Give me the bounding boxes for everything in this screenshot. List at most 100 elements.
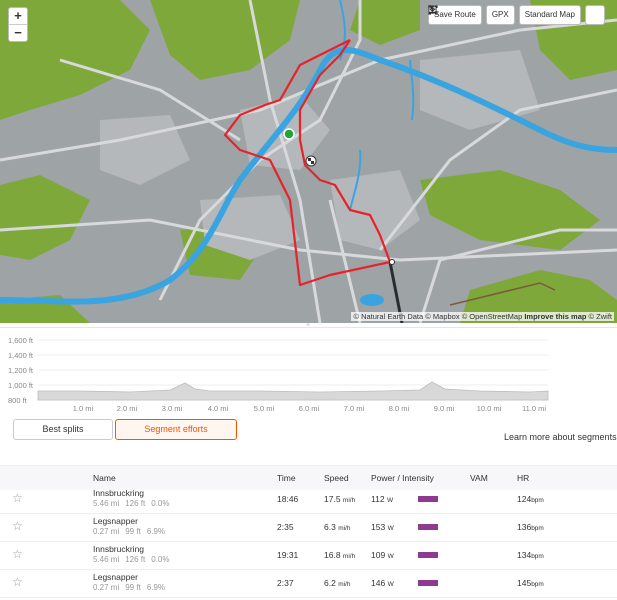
map-style-dropdown[interactable]: Standard Map bbox=[428, 5, 581, 25]
power-unit: W bbox=[387, 581, 394, 588]
x-tick: 2.0 mi bbox=[116, 404, 138, 413]
segment-elevation: 99 ft bbox=[125, 527, 141, 536]
segment-distance: 0.27 mi bbox=[93, 527, 120, 536]
table-row[interactable]: ☆ Legsnapper 0.27 mi 99 ft 6.9% 2:37 6.2 m… bbox=[0, 569, 617, 598]
streams bbox=[339, 0, 415, 211]
map-attribution: © Natural Earth Data © Mapbox © OpenStre… bbox=[351, 312, 614, 321]
x-tick: 7.0 mi bbox=[343, 404, 365, 413]
zoom-out-button[interactable]: − bbox=[14, 25, 22, 40]
segment-name[interactable]: Innsbruckring bbox=[93, 488, 145, 498]
segment-grade: 0.0% bbox=[151, 555, 170, 564]
effort-time: 2:35 bbox=[277, 522, 294, 532]
segment-elevation: 99 ft bbox=[125, 583, 141, 592]
star-icon[interactable]: ☆ bbox=[12, 547, 23, 561]
intensity-bar bbox=[418, 580, 438, 586]
intensity-bar bbox=[418, 496, 438, 502]
effort-hr: 136bpm bbox=[517, 522, 544, 532]
segment-name[interactable]: Legsnapper bbox=[93, 516, 138, 526]
map-toolbar: Save Route GPX Standard Map bbox=[428, 5, 605, 25]
header-speed[interactable]: Speed bbox=[324, 473, 349, 483]
hr-value: 145 bbox=[517, 578, 532, 588]
map-canvas[interactable] bbox=[0, 0, 617, 323]
attrib-osm[interactable]: © OpenStreetMap bbox=[461, 312, 523, 321]
intensity-bar bbox=[418, 524, 438, 530]
intensity-bar bbox=[418, 552, 438, 558]
tab-segment-efforts[interactable]: Segment efforts bbox=[115, 419, 237, 440]
segment-elevation: 126 ft bbox=[125, 499, 146, 508]
resize-handle-icon[interactable]: ≡ bbox=[306, 322, 310, 328]
speed-unit: mi/h bbox=[338, 581, 351, 588]
table-row[interactable]: ☆ Innsbruckring 5.46 mi 126 ft 0.0% 18:46 … bbox=[0, 485, 617, 514]
star-icon[interactable]: ☆ bbox=[12, 491, 23, 505]
effort-power: 109 W bbox=[371, 550, 394, 560]
attrib-natural-earth[interactable]: © Natural Earth Data bbox=[353, 312, 424, 321]
y-tick: 1,200 ft bbox=[8, 366, 34, 375]
star-icon[interactable]: ☆ bbox=[12, 519, 23, 533]
effort-time: 2:37 bbox=[277, 578, 294, 588]
hr-unit: bpm bbox=[531, 497, 544, 504]
segment-grade: 6.9% bbox=[146, 583, 166, 592]
segment-elevation: 126 ft bbox=[125, 555, 146, 564]
header-name[interactable]: Name bbox=[93, 473, 116, 483]
x-tick: 4.0 mi bbox=[207, 404, 229, 413]
attrib-improve[interactable]: Improve this map bbox=[524, 312, 587, 321]
tab-best-splits[interactable]: Best splits bbox=[13, 419, 113, 440]
power-unit: W bbox=[387, 553, 394, 560]
zoom-in-button[interactable]: + bbox=[9, 8, 27, 25]
header-power[interactable]: Power / Intensity bbox=[371, 473, 434, 483]
segment-distance: 0.27 mi bbox=[93, 583, 120, 592]
learn-more-link[interactable]: Learn more about segments bbox=[504, 432, 617, 442]
speed-value: 17.5 bbox=[324, 494, 341, 504]
header-vam[interactable]: VAM bbox=[470, 473, 488, 483]
table-header: Name Time Speed Power / Intensity VAM HR bbox=[0, 465, 617, 490]
route-map[interactable]: + − Save Route GPX Standard Map © Natura… bbox=[0, 0, 617, 323]
map-style-label: Standard Map bbox=[524, 10, 575, 19]
effort-hr: 145bpm bbox=[517, 578, 544, 588]
attrib-mapbox[interactable]: © Mapbox bbox=[425, 312, 460, 321]
speed-unit: mi/h bbox=[342, 553, 356, 560]
speed-unit: mi/h bbox=[338, 525, 351, 532]
hr-value: 124 bbox=[517, 494, 532, 504]
y-tick: 1,000 ft bbox=[8, 381, 34, 390]
segment-name[interactable]: Innsbruckring bbox=[93, 544, 145, 554]
fullscreen-icon bbox=[428, 5, 438, 15]
effort-power: 112 W bbox=[371, 494, 393, 504]
segment-name[interactable]: Legsnapper bbox=[93, 572, 138, 582]
power-value: 109 bbox=[371, 550, 386, 560]
x-tick: 9.0 mi bbox=[433, 404, 455, 413]
hr-unit: bpm bbox=[531, 553, 544, 560]
segment-stats: 0.27 mi 99 ft 6.9% bbox=[93, 527, 171, 536]
effort-time: 18:46 bbox=[277, 494, 299, 504]
y-tick: 1,400 ft bbox=[8, 351, 34, 360]
effort-speed: 16.8 mi/h bbox=[324, 550, 355, 560]
effort-time: 19:31 bbox=[277, 550, 299, 560]
speed-value: 6.2 bbox=[324, 578, 336, 588]
hr-value: 134 bbox=[517, 550, 532, 560]
table-row[interactable]: ☆ Legsnapper 0.27 mi 99 ft 6.9% 2:35 6.3 m… bbox=[0, 513, 617, 542]
attrib-zwift[interactable]: © Zwift bbox=[588, 312, 612, 321]
elevation-area bbox=[37, 381, 549, 401]
star-icon[interactable]: ☆ bbox=[12, 575, 23, 589]
effort-speed: 17.5 mi/h bbox=[324, 494, 355, 504]
effort-hr: 134bpm bbox=[517, 550, 544, 560]
power-value: 153 bbox=[371, 522, 386, 532]
effort-speed: 6.2 mi/h bbox=[324, 578, 350, 588]
effort-power: 146 W bbox=[371, 578, 394, 588]
segment-distance: 5.46 mi bbox=[93, 555, 120, 564]
y-tick: 800 ft bbox=[8, 396, 27, 405]
hr-unit: bpm bbox=[531, 525, 544, 532]
header-time[interactable]: Time bbox=[277, 473, 296, 483]
hr-value: 136 bbox=[517, 522, 532, 532]
x-tick: 3.0 mi bbox=[161, 404, 183, 413]
save-route-label: Save Route bbox=[434, 10, 476, 19]
segment-stats: 5.46 mi 126 ft 0.0% bbox=[93, 555, 175, 564]
x-tick: 1.0 mi bbox=[72, 404, 94, 413]
table-row[interactable]: ☆ Innsbruckring 5.46 mi 126 ft 0.0% 19:31 … bbox=[0, 541, 617, 570]
effort-hr: 124bpm bbox=[517, 494, 544, 504]
header-hr[interactable]: HR bbox=[517, 473, 530, 483]
power-value: 112 bbox=[371, 494, 385, 504]
fullscreen-button[interactable] bbox=[428, 5, 605, 25]
divider bbox=[0, 327, 617, 328]
speed-unit: mi/h bbox=[342, 497, 356, 504]
effort-speed: 6.3 mi/h bbox=[324, 522, 350, 532]
